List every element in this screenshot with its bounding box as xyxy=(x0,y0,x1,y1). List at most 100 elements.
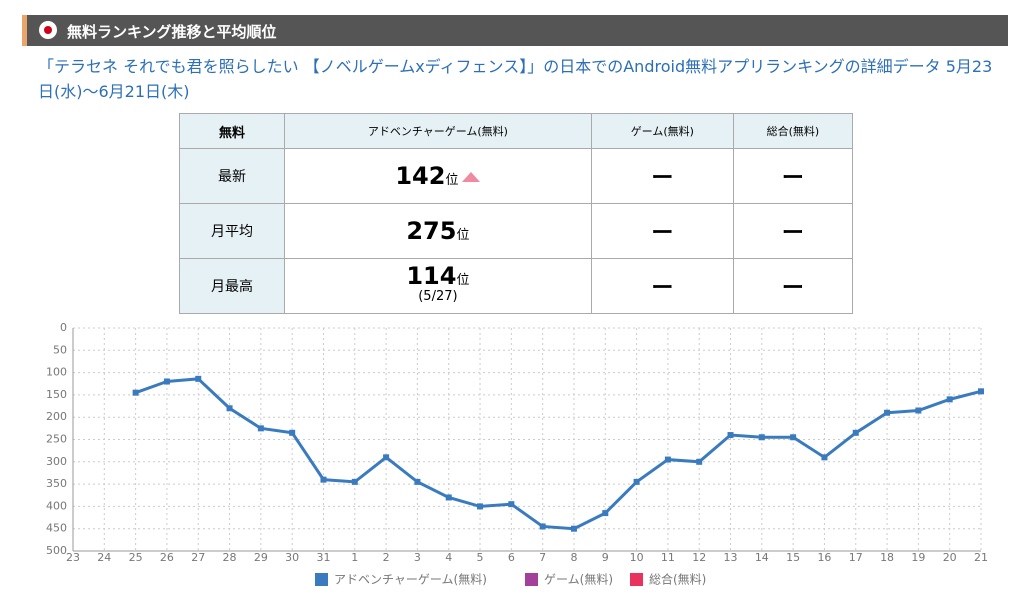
x-tick-label: 2 xyxy=(383,551,390,564)
series-line xyxy=(135,377,982,531)
cell: ー xyxy=(590,203,734,259)
x-tick-label: 16 xyxy=(817,551,831,564)
rank: 114 xyxy=(406,261,457,290)
y-tick-label: 250 xyxy=(46,433,67,446)
point xyxy=(758,434,765,441)
x-tick-label: 8 xyxy=(570,551,577,564)
legend-label: アドベンチャーゲーム(無料) xyxy=(334,572,487,587)
point xyxy=(132,389,139,396)
legend-swatch xyxy=(630,573,643,586)
x-tick-label: 24 xyxy=(97,551,111,564)
point xyxy=(664,456,671,463)
point xyxy=(226,405,233,412)
up-arrow xyxy=(462,172,481,182)
unit: 位 xyxy=(445,173,459,188)
point xyxy=(790,434,797,441)
y-tick-label: 100 xyxy=(46,366,67,379)
x-tick-label: 14 xyxy=(755,551,769,564)
point xyxy=(602,510,609,517)
rank: 142 xyxy=(395,162,446,190)
point xyxy=(257,425,264,432)
legend-swatch xyxy=(315,573,328,586)
legend-label: ゲーム(無料) xyxy=(544,572,613,587)
x-tick-label: 27 xyxy=(191,551,205,564)
y-tick-label: 300 xyxy=(46,455,67,468)
cell: ー xyxy=(590,148,734,204)
x-tick-label: 20 xyxy=(943,551,957,564)
legend-swatch xyxy=(525,573,538,586)
x-tick-label: 7 xyxy=(539,551,546,564)
point xyxy=(289,429,296,436)
x-tick-label: 21 xyxy=(974,551,988,564)
x-tick-label: 29 xyxy=(254,551,268,564)
x-tick-label: 26 xyxy=(160,551,174,564)
x-tick-label: 4 xyxy=(445,551,452,564)
description-link[interactable]: 「テラセネ それでも君を照らしたい 【ノベルゲームxディフェンス】」の日本でのA… xyxy=(38,57,993,101)
point xyxy=(445,494,452,501)
x-tick-label: 19 xyxy=(911,551,925,564)
point xyxy=(915,407,922,414)
ranking-table: 無料 アドベンチャーゲーム(無料) ゲーム(無料) 総合(無料) 最新 142位ーー 月… xyxy=(179,113,854,314)
x-tick-label: 23 xyxy=(66,551,80,564)
flag-icon xyxy=(39,21,57,39)
legend-label: 総合(無料) xyxy=(649,572,706,587)
th: 無料 xyxy=(179,113,285,149)
x-tick-label: 17 xyxy=(849,551,863,564)
point xyxy=(477,503,484,510)
cell: ー xyxy=(590,258,734,314)
point xyxy=(633,478,640,485)
section-title: 無料ランキング推移と平均順位 xyxy=(67,23,277,41)
x-tick-label: 15 xyxy=(786,551,800,564)
x-tick-label: 11 xyxy=(661,551,675,564)
point xyxy=(320,476,327,483)
point xyxy=(570,525,577,532)
y-tick-label: 500 xyxy=(46,544,67,557)
point xyxy=(539,523,546,530)
point xyxy=(852,429,859,436)
point xyxy=(978,388,984,395)
x-tick-label: 5 xyxy=(477,551,484,564)
point xyxy=(946,396,953,403)
point xyxy=(383,454,390,461)
cell: ー xyxy=(732,148,854,204)
point xyxy=(351,478,358,485)
rank: 275 xyxy=(406,217,457,245)
point xyxy=(163,378,170,385)
x-tick-label: 31 xyxy=(316,551,330,564)
unit: 位 xyxy=(456,228,470,243)
point xyxy=(508,501,515,508)
x-tick-label: 1 xyxy=(351,551,358,564)
x-tick-label: 30 xyxy=(285,551,299,564)
section-header: 無料ランキング推移と平均順位 xyxy=(22,15,1008,46)
x-tick-label: 25 xyxy=(129,551,143,564)
y-tick-label: 450 xyxy=(46,522,67,535)
y-tick-label: 0 xyxy=(60,321,67,334)
point xyxy=(727,432,734,439)
x-tick-label: 18 xyxy=(880,551,894,564)
x-tick-label: 10 xyxy=(630,551,644,564)
row-label: 最新 xyxy=(179,148,285,204)
point xyxy=(884,409,891,416)
point xyxy=(696,458,703,465)
x-tick-label: 13 xyxy=(724,551,738,564)
y-tick-label: 200 xyxy=(46,410,67,423)
row-label: 月平均 xyxy=(179,203,285,259)
y-tick-label: 400 xyxy=(46,499,67,512)
x-tick-label: 28 xyxy=(223,551,237,564)
cell: 275位 xyxy=(284,203,592,259)
th: 総合(無料) xyxy=(732,113,854,149)
x-tick-label: 6 xyxy=(508,551,515,564)
point xyxy=(821,454,828,461)
x-tick-label: 3 xyxy=(414,551,421,564)
point xyxy=(195,375,202,382)
cell: 142位 xyxy=(284,148,592,204)
row-label: 月最高 xyxy=(179,258,285,314)
x-tick-label: 12 xyxy=(692,551,706,564)
cell: ー xyxy=(732,258,854,314)
point xyxy=(414,478,421,485)
x-tick-label: 9 xyxy=(602,551,609,564)
cell: 114位 (5/27) xyxy=(284,258,592,314)
y-tick-label: 150 xyxy=(46,388,67,401)
